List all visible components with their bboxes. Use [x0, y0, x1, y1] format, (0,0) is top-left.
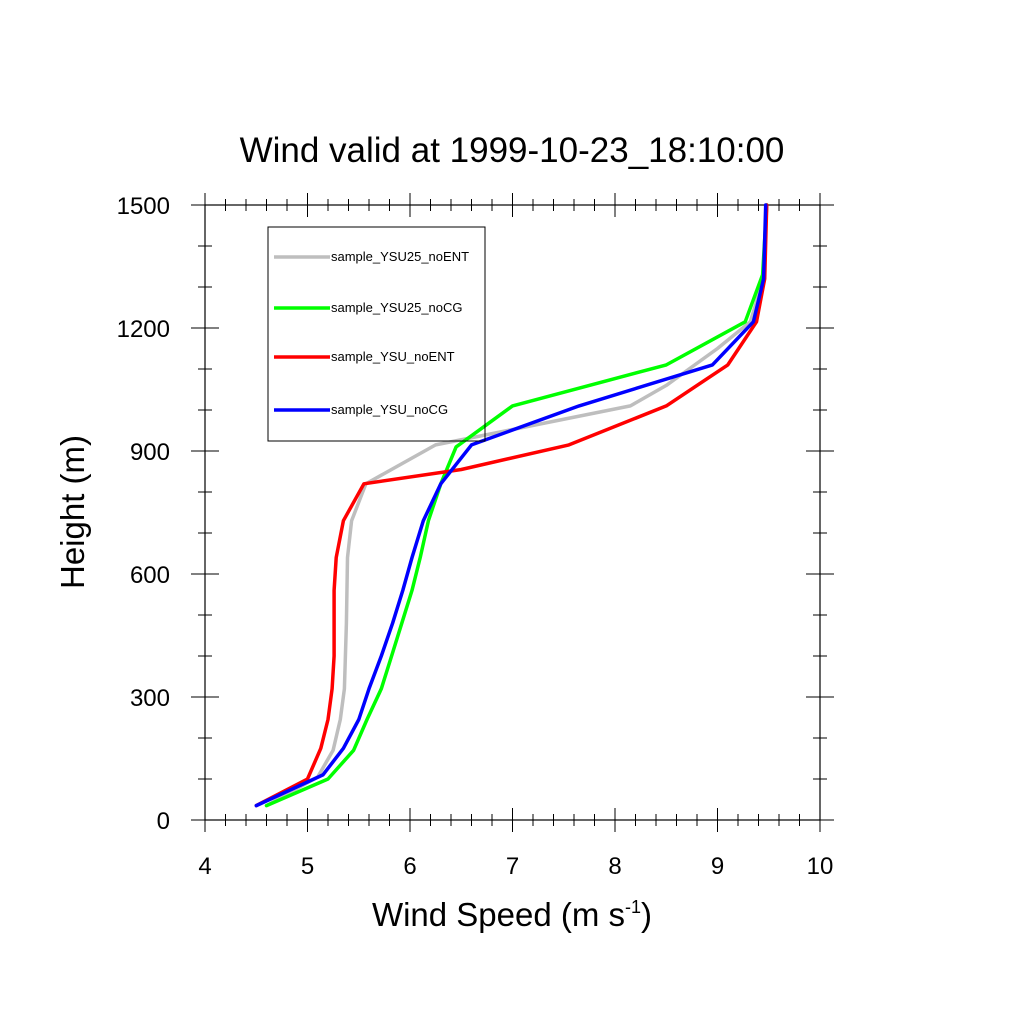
- y-tick-label: 1200: [117, 316, 170, 343]
- legend-label-sample_YSU25_noCG: sample_YSU25_noCG: [331, 300, 463, 315]
- x-tick-label: 10: [807, 853, 834, 880]
- y-axis-label: Height (m): [54, 435, 91, 589]
- y-tick-label: 600: [130, 562, 170, 589]
- y-tick-label: 1500: [117, 193, 170, 220]
- x-axis-label-superscript: -1: [625, 897, 641, 917]
- x-tick-label: 8: [608, 853, 621, 880]
- series-line-sample_YSU_noENT: [254, 203, 769, 808]
- y-tick-label: 0: [157, 808, 170, 835]
- data-series: [254, 203, 769, 808]
- x-axis-label: Wind Speed (m s-1): [372, 896, 652, 933]
- legend: sample_YSU25_noENT sample_YSU25_noCGsampl…: [274, 249, 469, 417]
- legend-label-sample_YSU25_noENT: sample_YSU25_noENT: [331, 249, 469, 264]
- axis-ticks: 4 5 6 7 8 9 10 0 300 600 900 1200 1500: [117, 193, 834, 880]
- x-axis-label-close: ): [641, 896, 652, 933]
- x-tick-label: 5: [301, 853, 314, 880]
- x-tick-label: 9: [711, 853, 724, 880]
- x-axis-label-main: Wind Speed (m s: [372, 896, 625, 933]
- series-line-sample_YSU_noCG: [254, 203, 768, 808]
- y-tick-label: 900: [130, 439, 170, 466]
- series-line-sample_YSU25_noCG: [264, 203, 769, 808]
- x-tick-label: 6: [403, 853, 416, 880]
- x-tick-label: 4: [198, 853, 211, 880]
- legend-label-sample_YSU_noCG: sample_YSU_noCG: [331, 402, 448, 417]
- chart-title: Wind valid at 1999-10-23_18:10:00: [240, 131, 785, 170]
- x-tick-label: 7: [506, 853, 519, 880]
- y-tick-label: 300: [130, 685, 170, 712]
- legend-label-sample_YSU_noENT: sample_YSU_noENT: [331, 349, 455, 364]
- legend-box: [267, 226, 486, 442]
